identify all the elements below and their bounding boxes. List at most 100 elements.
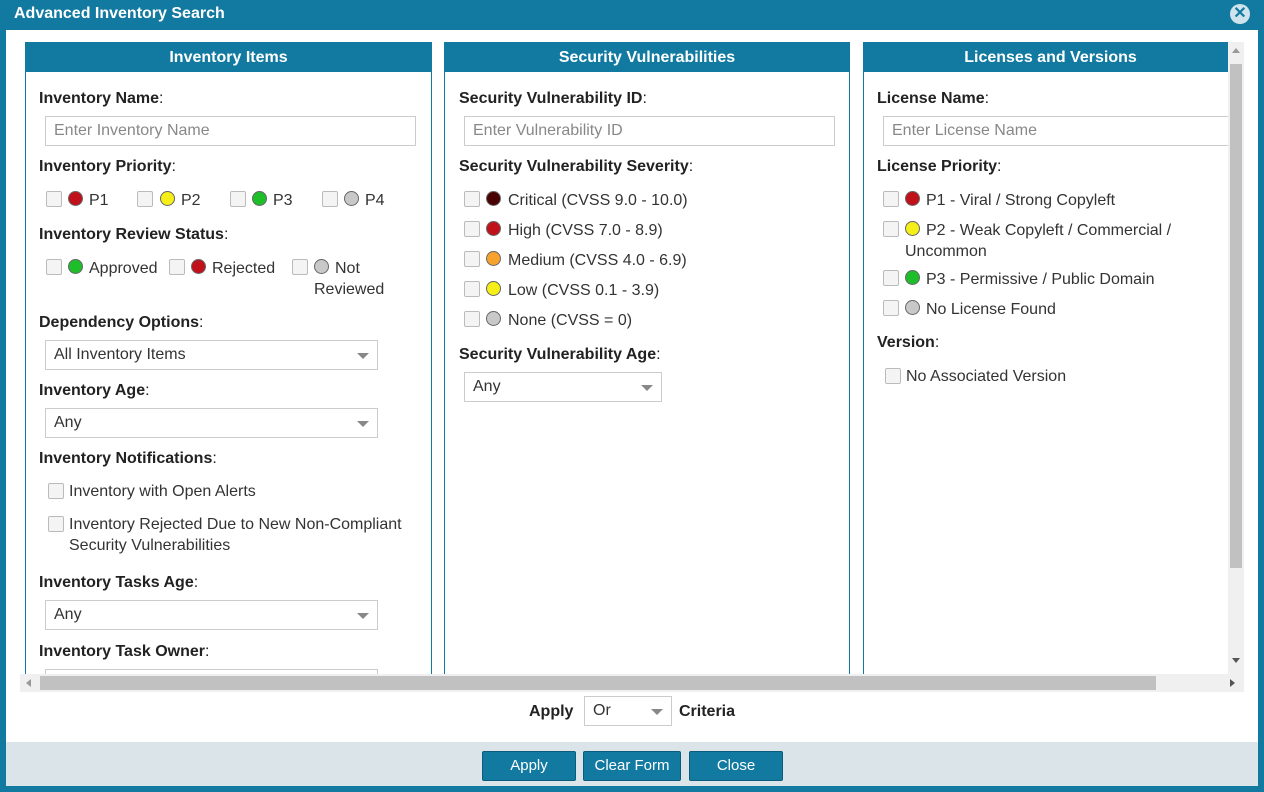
priority-p4-checkbox[interactable] <box>322 191 338 207</box>
review-not-reviewed-label-line1: Not <box>335 260 360 277</box>
no-associated-version-label: No Associated Version <box>906 368 1067 385</box>
severity-high-checkbox[interactable] <box>464 221 480 237</box>
inventory-tasks-age-select[interactable]: Any <box>45 600 378 630</box>
inventory-items-heading: Inventory Items <box>26 43 431 72</box>
priority-p1-checkbox[interactable] <box>46 191 62 207</box>
security-vulnerabilities-panel: Security Vulnerabilities Security Vulner… <box>444 42 850 674</box>
criteria-suffix-label: Criteria <box>679 703 736 720</box>
inventory-task-owner-input[interactable] <box>45 669 378 674</box>
severity-low-checkbox[interactable] <box>464 281 480 297</box>
priority-p1-label: P1 <box>89 192 109 209</box>
open-alerts-checkbox[interactable] <box>48 483 64 499</box>
no-license-checkbox[interactable] <box>883 300 899 316</box>
rejected-non-compliant-label-line1: Inventory Rejected Due to New Non-Compli… <box>69 516 402 533</box>
review-approved-label: Approved <box>89 260 158 277</box>
licenses-versions-panel: Licenses and Versions License Name: Lice… <box>863 42 1228 674</box>
rejected-non-compliant-checkbox[interactable] <box>48 516 64 532</box>
apply-button[interactable]: Apply <box>482 751 576 781</box>
review-approved-checkbox[interactable] <box>46 259 62 275</box>
license-p3-checkbox[interactable] <box>883 270 899 286</box>
inventory-tasks-age-label: Inventory Tasks Age: <box>39 574 199 591</box>
horizontal-scroll-thumb[interactable] <box>40 676 1156 690</box>
vulnerability-id-label: Security Vulnerability ID: <box>459 90 647 107</box>
inventory-notifications-label: Inventory Notifications: <box>39 450 217 467</box>
dialog-title: Advanced Inventory Search <box>14 5 225 22</box>
severity-none-label: None (CVSS = 0) <box>508 312 633 329</box>
vulnerability-id-input[interactable] <box>464 116 835 146</box>
close-button[interactable]: Close <box>689 751 783 781</box>
dialog-footer: Apply Clear Form Close <box>6 742 1258 786</box>
inventory-items-panel: Inventory Items Inventory Name: Inventor… <box>25 42 432 674</box>
rejected-non-compliant-label-line2: Security Vulnerabilities <box>69 537 231 554</box>
vulnerability-age-label: Security Vulnerability Age: <box>459 346 661 363</box>
license-name-label: License Name: <box>877 90 990 107</box>
license-priority-label: License Priority: <box>877 158 1002 175</box>
license-p2-checkbox[interactable] <box>883 221 899 237</box>
dependency-options-select[interactable]: All Inventory Items <box>45 340 378 370</box>
version-label: Version: <box>877 334 940 351</box>
panels-viewport: Inventory Items Inventory Name: Inventor… <box>20 42 1228 674</box>
dialog-titlebar: Advanced Inventory Search ✕ <box>0 0 1264 28</box>
severity-medium-label: Medium (CVSS 4.0 - 6.9) <box>508 252 687 269</box>
vulnerability-age-select[interactable]: Any <box>464 372 662 402</box>
open-alerts-label: Inventory with Open Alerts <box>69 483 256 500</box>
criteria-prefix-label: Apply <box>529 703 574 720</box>
red-dot-icon <box>486 221 501 236</box>
yellow-dot-icon <box>160 191 175 206</box>
inventory-name-label: Inventory Name: <box>39 90 164 107</box>
severity-medium-checkbox[interactable] <box>464 251 480 267</box>
severity-critical-label: Critical (CVSS 9.0 - 10.0) <box>508 192 688 209</box>
green-dot-icon <box>252 191 267 206</box>
scroll-right-arrow-icon[interactable] <box>1230 679 1235 687</box>
review-not-reviewed-label-line2: Reviewed <box>314 281 385 298</box>
inventory-priority-label: Inventory Priority: <box>39 158 176 175</box>
no-license-label: No License Found <box>926 301 1056 318</box>
vertical-scrollbar[interactable] <box>1228 42 1244 674</box>
scroll-up-arrow-icon[interactable] <box>1232 48 1240 53</box>
gray-dot-icon <box>486 311 501 326</box>
chevron-down-icon <box>641 385 653 391</box>
inventory-tasks-age-value: Any <box>54 606 82 623</box>
vulnerability-severity-label: Security Vulnerability Severity: <box>459 158 694 175</box>
horizontal-scrollbar[interactable] <box>20 674 1244 692</box>
severity-low-label: Low (CVSS 0.1 - 3.9) <box>508 282 660 299</box>
license-p1-checkbox[interactable] <box>883 191 899 207</box>
inventory-review-status-label: Inventory Review Status: <box>39 226 229 243</box>
priority-p3-checkbox[interactable] <box>230 191 246 207</box>
security-vulnerabilities-heading: Security Vulnerabilities <box>445 43 849 72</box>
clear-form-button[interactable]: Clear Form <box>583 751 681 781</box>
chevron-down-icon <box>651 709 663 715</box>
review-rejected-checkbox[interactable] <box>169 259 185 275</box>
chevron-down-icon <box>357 353 369 359</box>
red-dot-icon <box>68 191 83 206</box>
red-dot-icon <box>191 259 206 274</box>
dependency-options-value: All Inventory Items <box>54 346 186 363</box>
inventory-age-select[interactable]: Any <box>45 408 378 438</box>
inventory-name-input[interactable] <box>45 116 416 146</box>
close-icon[interactable]: ✕ <box>1230 4 1250 24</box>
severity-critical-checkbox[interactable] <box>464 191 480 207</box>
priority-p2-checkbox[interactable] <box>137 191 153 207</box>
gray-dot-icon <box>905 300 920 315</box>
severity-high-label: High (CVSS 7.0 - 8.9) <box>508 222 663 239</box>
inventory-age-label: Inventory Age: <box>39 382 150 399</box>
scroll-down-arrow-icon[interactable] <box>1232 658 1240 663</box>
review-not-reviewed-checkbox[interactable] <box>292 259 308 275</box>
no-associated-version-checkbox[interactable] <box>885 368 901 384</box>
dependency-options-label: Dependency Options: <box>39 314 204 331</box>
dialog-body: Inventory Items Inventory Name: Inventor… <box>6 30 1258 742</box>
red-dot-icon <box>905 191 920 206</box>
license-p2-label-line1: P2 - Weak Copyleft / Commercial / <box>926 222 1172 239</box>
scroll-left-arrow-icon[interactable] <box>26 679 31 687</box>
severity-none-checkbox[interactable] <box>464 311 480 327</box>
license-name-input[interactable] <box>883 116 1228 146</box>
green-dot-icon <box>68 259 83 274</box>
license-p2-label-line2: Uncommon <box>905 243 987 260</box>
priority-p2-label: P2 <box>181 192 201 209</box>
criteria-select[interactable]: Or <box>584 696 672 726</box>
vulnerability-age-value: Any <box>473 378 501 395</box>
gray-dot-icon <box>314 259 329 274</box>
green-dot-icon <box>905 270 920 285</box>
gray-dot-icon <box>344 191 359 206</box>
vertical-scroll-thumb[interactable] <box>1230 64 1242 568</box>
